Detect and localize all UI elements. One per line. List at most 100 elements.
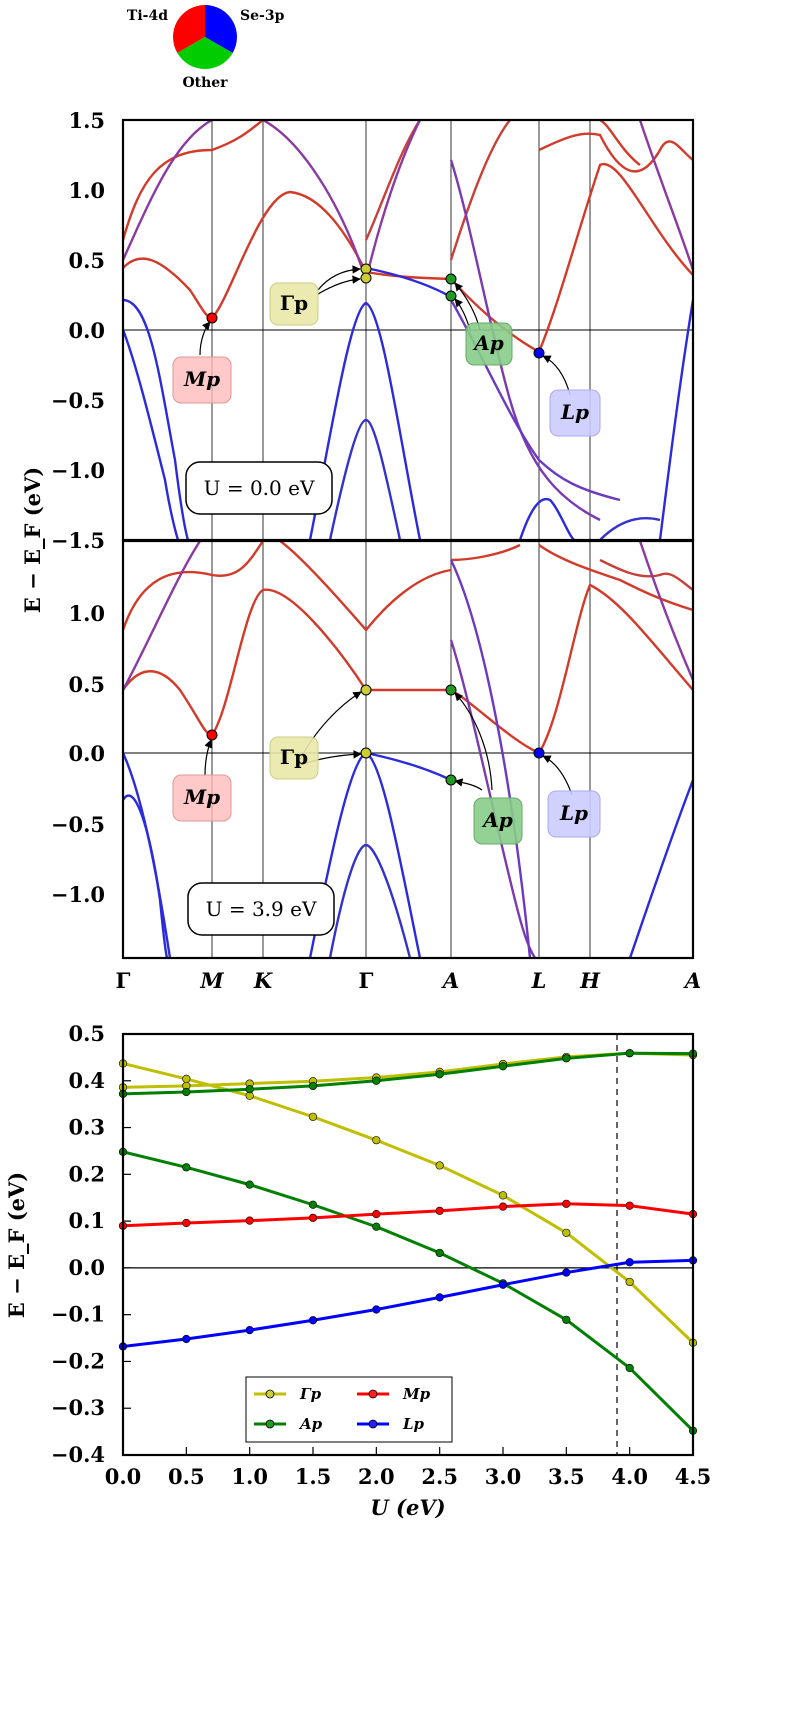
xtick-label: 4.5	[675, 1464, 712, 1489]
series-line-0	[122, 1062, 695, 1344]
point-lp-b	[533, 747, 545, 759]
point-gp1-b	[360, 684, 372, 696]
xtick-label: 0.0	[105, 1464, 142, 1489]
point-mp-b	[206, 729, 218, 741]
series-point-0-5	[435, 1161, 444, 1170]
label-lp-b: Lp	[559, 801, 588, 825]
svg-text:−1.0: −1.0	[51, 458, 105, 483]
svg-text:Γ: Γ	[359, 968, 374, 993]
pie-slice-ti	[173, 5, 205, 53]
series-point-4-2	[245, 1216, 254, 1225]
series-point-5-5	[435, 1293, 444, 1302]
legend-c: Γp Ap Mp Lp	[245, 1376, 453, 1443]
series-line-4	[122, 1202, 694, 1228]
series-point-3-4	[372, 1222, 381, 1231]
xtick-label: 3.5	[548, 1464, 585, 1489]
series-point-0-6	[498, 1191, 508, 1200]
svg-text:0.5: 0.5	[68, 672, 105, 697]
series-point-5-4	[372, 1305, 381, 1314]
bands-a	[123, 120, 693, 540]
svg-text:−1.0: −1.0	[51, 882, 105, 907]
pie-label-other: Other	[182, 75, 228, 91]
ytick-label: 0.3	[68, 1115, 105, 1140]
frame-b	[121, 539, 695, 960]
ytick-label: 0.2	[68, 1161, 105, 1186]
labels-a: Mp Γp Ap Lp U = 0.0 eV	[172, 282, 601, 515]
series-point-0-3	[308, 1112, 318, 1121]
series-point-5-1	[182, 1334, 191, 1344]
u-scan-panel: 0.0 0.5 1.0 1.5 2.0 2.5 3.0 3.5 4.0 4.5 0.5 0.4 0.3…	[4, 1021, 711, 1520]
label-mp-a: Mp	[183, 367, 220, 391]
series-point-2-6	[498, 1062, 508, 1071]
series-point-2-5	[435, 1070, 444, 1079]
ytick-label: 0.5	[68, 1021, 105, 1046]
legend-gp: Γp	[299, 1385, 322, 1403]
series-point-2-2	[245, 1085, 254, 1094]
point-lp-a	[533, 347, 545, 359]
pie-label-ti: Ti-4d	[127, 8, 168, 24]
label-gp-a: Γp	[280, 291, 308, 315]
ytick-label: 0.0	[68, 1255, 105, 1280]
pie-slice-other	[177, 37, 233, 69]
arrows-a	[199, 265, 571, 396]
points-a	[206, 263, 545, 359]
yticks-c: 0.5 0.4 0.3 0.2 0.1 0.0 −0.1 −0.2 −0.3 −0.4	[51, 1021, 131, 1467]
xtick-label: 1.0	[231, 1464, 268, 1489]
svg-text:−0.5: −0.5	[51, 388, 105, 413]
label-gp-b: Γp	[280, 745, 308, 769]
xticks-c: 0.0 0.5 1.0 1.5 2.0 2.5 3.0 3.5 4.0 4.5	[105, 1447, 712, 1489]
point-gp2-a	[360, 272, 372, 284]
series-point-0-1	[182, 1074, 191, 1084]
ytick-label: −0.1	[51, 1302, 105, 1327]
ylabel-bands: E − E_F (eV)	[20, 467, 45, 613]
band-panel-u39: Mp Γp Ap Lp U = 3.9 eV 1.0 0.5 0.0 −0.5 …	[51, 539, 701, 993]
xtick-label: 0.5	[168, 1464, 205, 1489]
yticks-b: 1.0 0.5 0.0 −0.5 −1.0	[51, 601, 105, 907]
svg-text:Γ: Γ	[116, 968, 131, 993]
svg-text:−0.5: −0.5	[51, 812, 105, 837]
series-line-1	[122, 1051, 694, 1089]
svg-text:0.0: 0.0	[68, 318, 105, 343]
label-ap-b: Ap	[481, 808, 513, 832]
svg-text:A: A	[683, 968, 701, 993]
xtick-label: 2.5	[421, 1464, 458, 1489]
series-point-4-3	[308, 1213, 318, 1222]
ytick-label: −0.3	[51, 1395, 105, 1420]
panel-label-u0: U = 0.0 eV	[204, 476, 315, 500]
labels-b: Mp Γp Ap Lp U = 3.9 eV	[172, 736, 601, 936]
xtick-label: 4.0	[611, 1464, 648, 1489]
ylabel-c: E − E_F (eV)	[4, 1172, 29, 1318]
legend-lp: Lp	[402, 1415, 425, 1433]
yticks-a: 1.5 1.0 0.5 0.0 −0.5 −1.0 −1.5	[51, 108, 105, 553]
label-ap-a: Ap	[472, 331, 504, 355]
xlabel-c: U (eV)	[370, 1495, 445, 1520]
ytick-label: 0.4	[68, 1068, 105, 1093]
label-mp-b: Mp	[183, 785, 220, 809]
svg-text:M: M	[199, 968, 224, 993]
series-line-5	[122, 1258, 694, 1348]
svg-text:1.0: 1.0	[68, 178, 105, 203]
svg-text:0.0: 0.0	[68, 741, 105, 766]
points-b	[206, 684, 545, 786]
series-point-4-8	[625, 1201, 634, 1210]
series-point-4-7	[562, 1199, 571, 1208]
series-line-3	[122, 1150, 695, 1432]
svg-text:1.5: 1.5	[68, 108, 105, 133]
point-gp2-b	[360, 747, 372, 759]
xtick-label: 1.5	[295, 1464, 332, 1489]
point-ap1-a	[445, 273, 457, 285]
series-point-3-7	[562, 1315, 571, 1324]
bands-b	[123, 541, 693, 959]
series-point-2-3	[308, 1081, 318, 1091]
series-point-3-1	[182, 1163, 191, 1172]
series-point-3-3	[308, 1200, 318, 1209]
arrows-b	[204, 691, 573, 796]
point-ap2-a	[445, 290, 457, 302]
svg-text:1.0: 1.0	[68, 601, 105, 626]
series-point-5-2	[245, 1326, 254, 1335]
svg-text:L: L	[531, 968, 547, 993]
point-mp-a	[206, 312, 218, 324]
ytick-label: −0.4	[51, 1442, 105, 1467]
series-point-3-8	[625, 1363, 634, 1373]
